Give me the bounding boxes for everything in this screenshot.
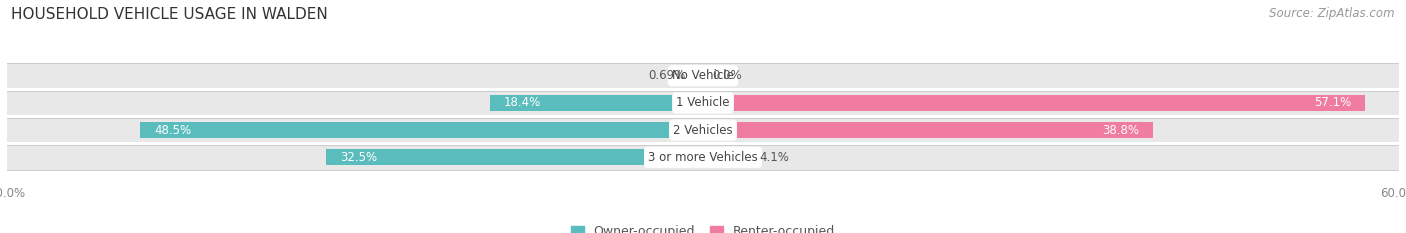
Text: 38.8%: 38.8% — [1102, 123, 1139, 137]
Bar — [7, 91, 1399, 115]
Text: 57.1%: 57.1% — [1315, 96, 1351, 110]
Bar — [7, 118, 1399, 142]
Text: 48.5%: 48.5% — [155, 123, 191, 137]
Text: 1 Vehicle: 1 Vehicle — [676, 96, 730, 110]
Text: 2 Vehicles: 2 Vehicles — [673, 123, 733, 137]
Bar — [7, 64, 1399, 88]
Text: Source: ZipAtlas.com: Source: ZipAtlas.com — [1270, 7, 1395, 20]
Bar — [703, 149, 751, 165]
Bar — [141, 122, 703, 138]
Legend: Owner-occupied, Renter-occupied: Owner-occupied, Renter-occupied — [571, 225, 835, 233]
Text: 18.4%: 18.4% — [503, 96, 541, 110]
Text: 0.69%: 0.69% — [648, 69, 686, 82]
Text: 32.5%: 32.5% — [340, 151, 377, 164]
Bar — [703, 122, 1153, 138]
Bar — [7, 145, 1399, 170]
Text: HOUSEHOLD VEHICLE USAGE IN WALDEN: HOUSEHOLD VEHICLE USAGE IN WALDEN — [11, 7, 328, 22]
Bar — [489, 95, 703, 111]
Bar — [326, 149, 703, 165]
Text: No Vehicle: No Vehicle — [672, 69, 734, 82]
Text: 3 or more Vehicles: 3 or more Vehicles — [648, 151, 758, 164]
Text: 0.0%: 0.0% — [713, 69, 742, 82]
Bar — [695, 68, 703, 84]
Text: 4.1%: 4.1% — [759, 151, 790, 164]
Bar — [703, 95, 1365, 111]
